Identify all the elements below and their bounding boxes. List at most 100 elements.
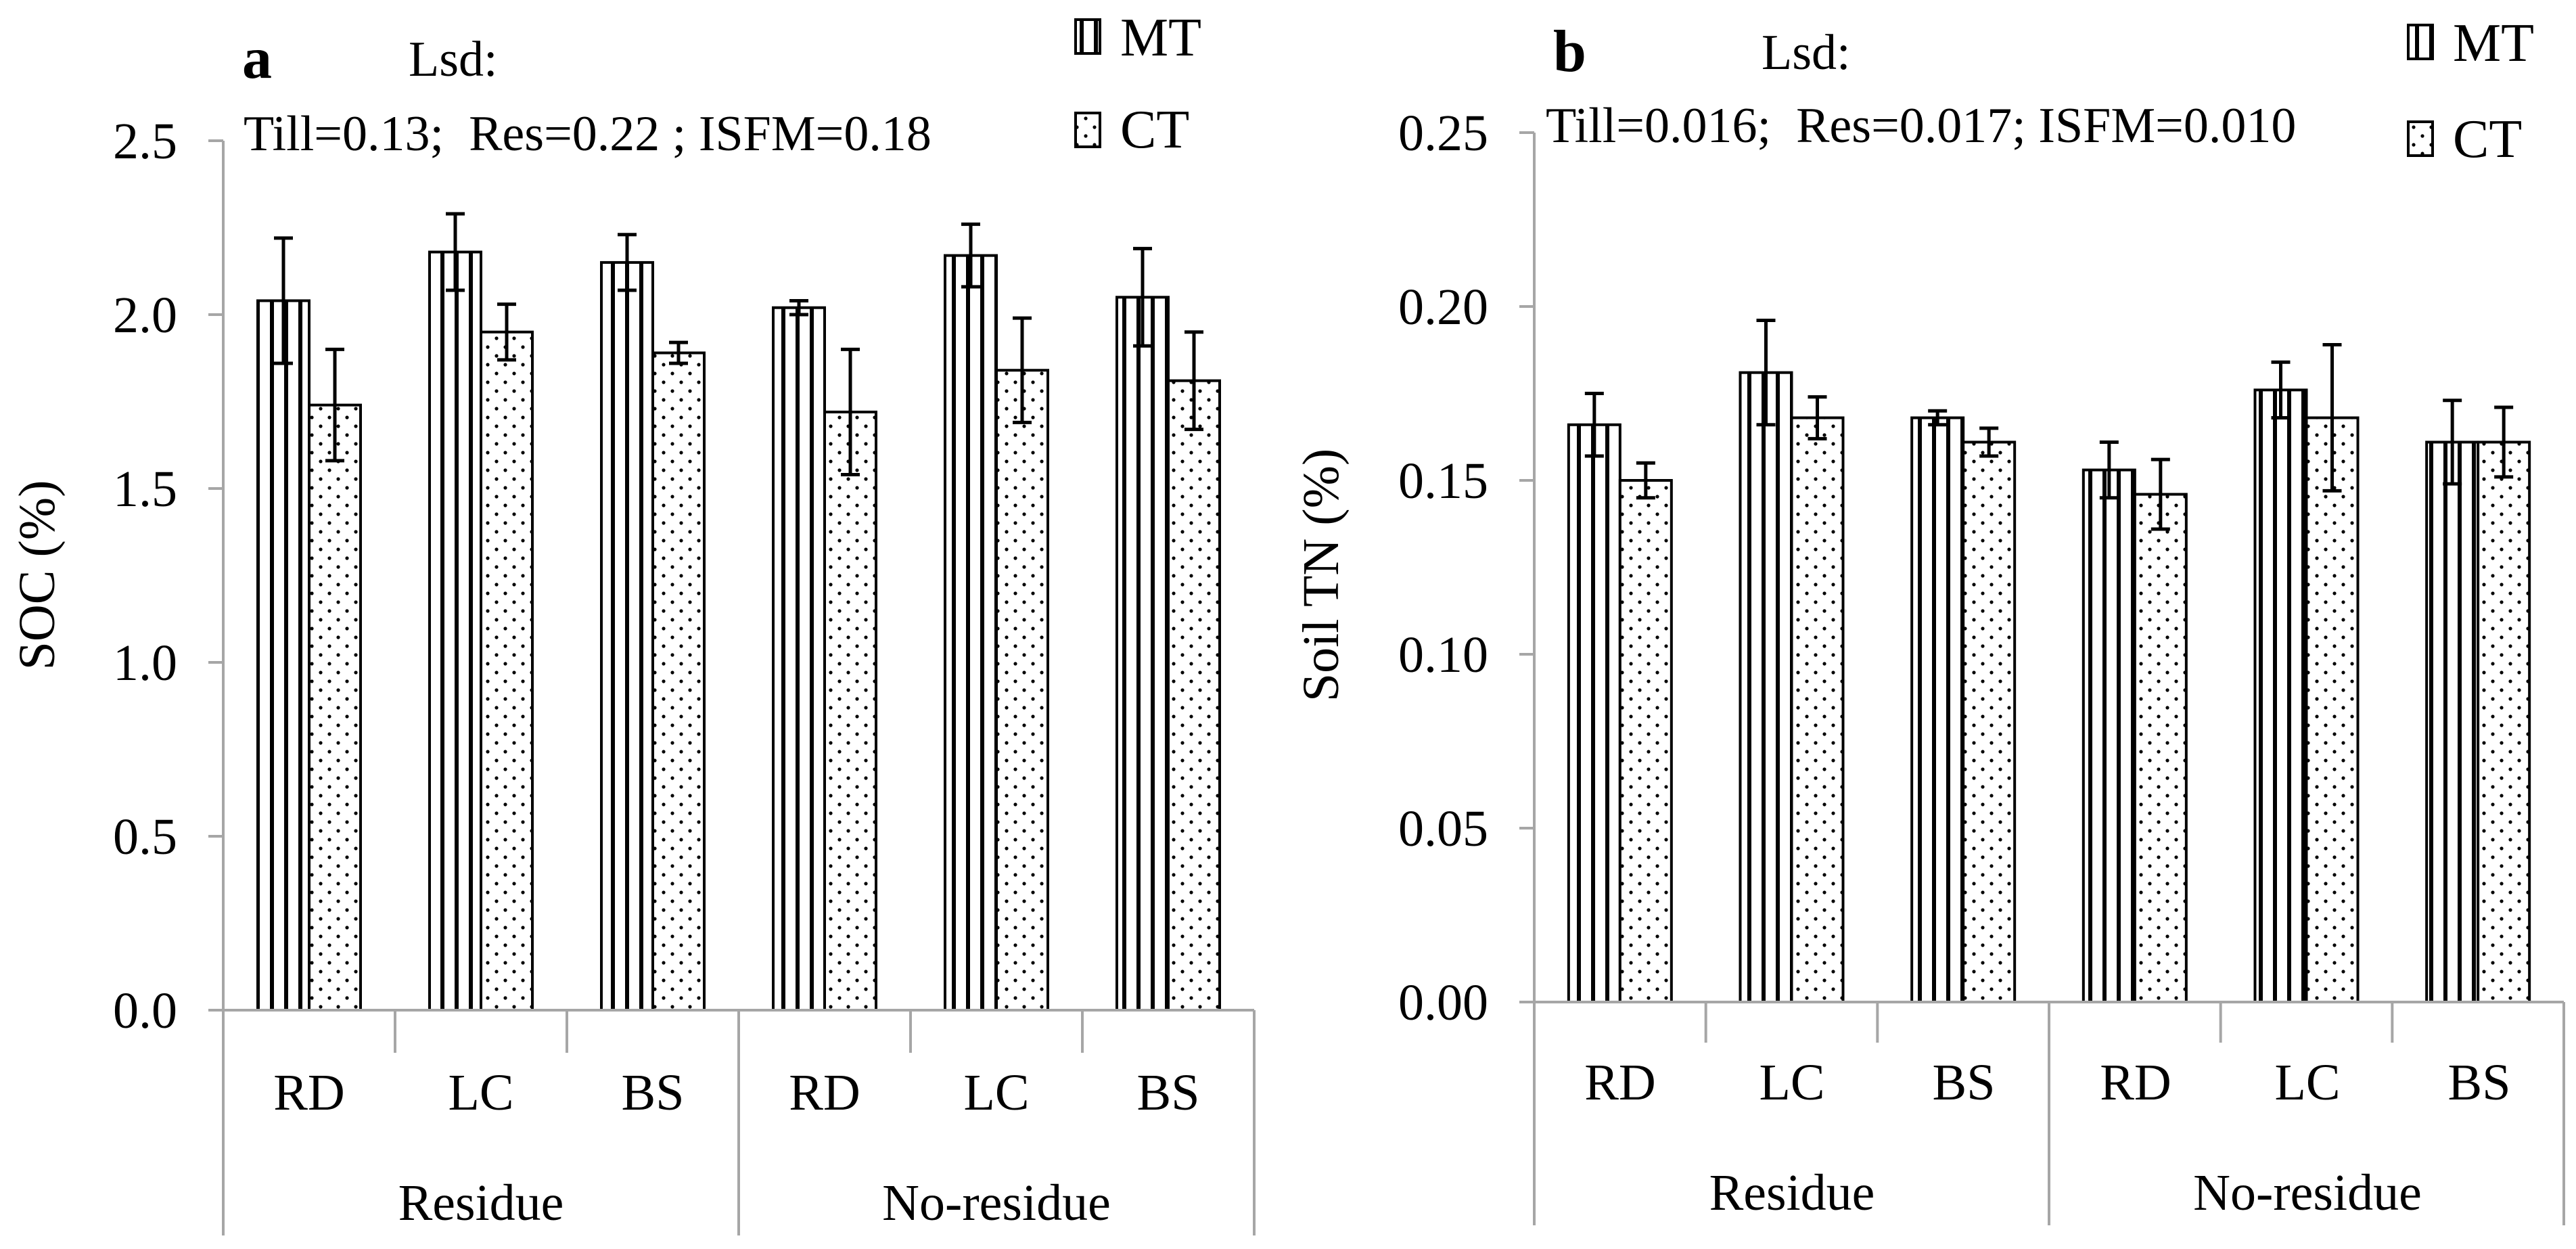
- panel-b-error-bars: [1584, 319, 2514, 531]
- panel-a-x-category-labels: RD LC BS RD LC BS: [273, 1064, 1199, 1121]
- panel-a-x-group-labels: Residue No-residue: [398, 1175, 1111, 1231]
- panel-b-error-bar-mt: [1756, 319, 1776, 427]
- panel-b-y-ticks: 0.00 0.05 0.10 0.15 0.20 0.25: [1398, 105, 1488, 1031]
- panel-b-bar-mt: [2425, 440, 2480, 1003]
- panel-b-legend-label-mt: MT: [2453, 14, 2534, 73]
- panel-a-error-bar-ct: [1013, 316, 1032, 424]
- panel-b-error-bar-ct: [2494, 405, 2514, 479]
- panel-a-legend: MT CT: [1074, 8, 1201, 160]
- panel-b-bar-ct: [1790, 416, 1845, 1003]
- panel-b-error-bar-ct: [2322, 343, 2342, 493]
- panel-a-x-category-label: LC: [448, 1064, 513, 1121]
- panel-b-x-category-labels: RD LC BS RD LC BS: [1584, 1054, 2510, 1111]
- panel-b-x-category-label: BS: [1933, 1054, 1996, 1111]
- chart-panel-b: 0.00 0.05 0.10 0.15 0.20 0.25 Soil TN (%…: [1293, 14, 2565, 1225]
- panel-b-x-group-label: No-residue: [2193, 1164, 2422, 1221]
- panel-b-y-tick-label: 0.10: [1398, 627, 1488, 683]
- panel-a-legend-swatch-mt: [1074, 18, 1101, 55]
- panel-a-y-axis-label: SOC (%): [9, 480, 66, 671]
- panel-b-error-bar-mt: [1928, 409, 1948, 427]
- panel-b-y-tick-label: 0.20: [1398, 279, 1488, 336]
- panel-a-bar-ct: [308, 403, 362, 1012]
- panel-b-y-tick-label: 0.00: [1398, 974, 1488, 1031]
- panel-a-y-tick-label: 1.0: [113, 635, 177, 691]
- panel-a-x-category-label: LC: [963, 1064, 1029, 1121]
- panel-a-y-tick-label: 2.5: [113, 113, 177, 170]
- panel-a-legend-swatch-ct: [1074, 112, 1101, 148]
- panel-a-error-bar-mt: [274, 236, 293, 365]
- panel-b-error-bar-ct: [1808, 395, 1827, 440]
- panel-a-x-group-label: No-residue: [882, 1175, 1111, 1231]
- panel-b-lsd-values: Till=0.016; Res=0.017; ISFM=0.010: [1546, 98, 2296, 154]
- panel-a-error-bar-ct: [669, 340, 688, 365]
- panel-b-x-group-label: Residue: [1709, 1164, 1875, 1221]
- panel-a-error-bar-mt: [446, 212, 465, 292]
- panel-b-error-bar-mt: [2443, 399, 2462, 486]
- panel-b-y-tick-label: 0.05: [1398, 800, 1488, 857]
- panel-a-error-bar-ct: [497, 302, 516, 362]
- panel-b-error-bar-ct: [1636, 461, 1655, 500]
- panel-b-legend-swatch-mt: [2407, 24, 2434, 60]
- panel-a-y-tick-label: 1.5: [113, 461, 177, 518]
- panel-a-y-tick-label: 0.0: [113, 982, 177, 1039]
- panel-b-bar-ct: [2133, 493, 2188, 1003]
- panel-b-bar-mt: [1910, 416, 1965, 1003]
- panel-b-label: b: [1553, 19, 1586, 85]
- panel-b-bar-ct: [2477, 440, 2531, 1003]
- panel-b-x-category-label: BS: [2448, 1054, 2511, 1111]
- panel-a-bar-ct: [1167, 379, 1221, 1012]
- panel-a-bar-ct: [651, 351, 706, 1012]
- panel-b-x-group-labels: Residue No-residue: [1709, 1164, 2422, 1221]
- panel-a-label: a: [242, 26, 272, 91]
- panel-b-error-bar-mt: [1584, 392, 1604, 458]
- panel-a-error-bar-mt: [961, 222, 980, 289]
- panel-a-error-bars: [274, 212, 1203, 476]
- panel-b-bars: [1567, 371, 2531, 1003]
- panel-a-bar-ct: [995, 369, 1049, 1012]
- panel-b-bar-mt: [2253, 388, 2308, 1003]
- panel-b-error-bar-ct: [2150, 457, 2170, 531]
- chart-panel-a: 0.0 0.5 1.0 1.5 2.0 2.5 SOC (%) RD LC BS…: [9, 8, 1256, 1235]
- panel-b-lsd-label: Lsd:: [1762, 25, 1851, 81]
- panel-a-error-bar-ct: [1184, 330, 1203, 432]
- panel-a-bars: [256, 250, 1221, 1012]
- panel-b-error-bar-mt: [2099, 440, 2119, 500]
- panel-a-y-ticks: 0.0 0.5 1.0 1.5 2.0 2.5: [113, 113, 177, 1039]
- panel-b-bar-ct: [1962, 440, 2017, 1003]
- panel-b-x-category-label: RD: [2100, 1054, 2171, 1111]
- panel-a-x-category-label: RD: [273, 1064, 345, 1121]
- panel-b-legend: MT CT: [2407, 14, 2534, 169]
- panel-b-y-tick-label: 0.25: [1398, 105, 1488, 162]
- panel-b-error-bar-ct: [1979, 426, 1999, 458]
- panel-a-bar-mt: [944, 254, 998, 1012]
- panel-a-error-bar-ct: [325, 347, 344, 463]
- panel-a-bar-ct: [823, 410, 877, 1012]
- panel-a-bar-ct: [480, 330, 534, 1012]
- panel-b-bar-mt: [1739, 371, 1793, 1003]
- panel-a-bar-mt: [256, 299, 310, 1012]
- panel-b-legend-label-ct: CT: [2453, 110, 2522, 169]
- panel-a-x-category-label: BS: [622, 1064, 685, 1121]
- panel-a-x-category-label: BS: [1137, 1064, 1200, 1121]
- panel-a-y-tick-label: 2.0: [113, 287, 177, 344]
- panel-a-error-bar-mt: [618, 233, 637, 292]
- panel-b-bar-mt: [1567, 423, 1622, 1003]
- panel-a-lsd-values: Till=0.13; Res=0.22 ; ISFM=0.18: [244, 106, 932, 162]
- panel-b-bar-ct: [1618, 479, 1673, 1003]
- panel-a-legend-label-ct: CT: [1120, 100, 1189, 160]
- panel-a-bar-mt: [600, 260, 654, 1012]
- panel-a-error-bar-ct: [841, 347, 860, 476]
- panel-a-legend-label-mt: MT: [1120, 8, 1201, 68]
- panel-a-x-category-label: RD: [789, 1064, 860, 1121]
- panel-a-error-bar-mt: [1133, 246, 1152, 348]
- panel-b-x-category-label: LC: [2274, 1054, 2340, 1111]
- panel-a-x-group-label: Residue: [398, 1175, 564, 1231]
- panel-b-x-category-label: RD: [1584, 1054, 1656, 1111]
- panel-a-bar-mt: [772, 306, 826, 1012]
- panel-b-bar-ct: [2305, 416, 2360, 1003]
- panel-b-bar-mt: [2082, 468, 2136, 1003]
- panel-a-lsd-label: Lsd:: [409, 32, 498, 87]
- panel-b-y-tick-label: 0.15: [1398, 453, 1488, 509]
- panel-a-y-tick-label: 0.5: [113, 809, 177, 865]
